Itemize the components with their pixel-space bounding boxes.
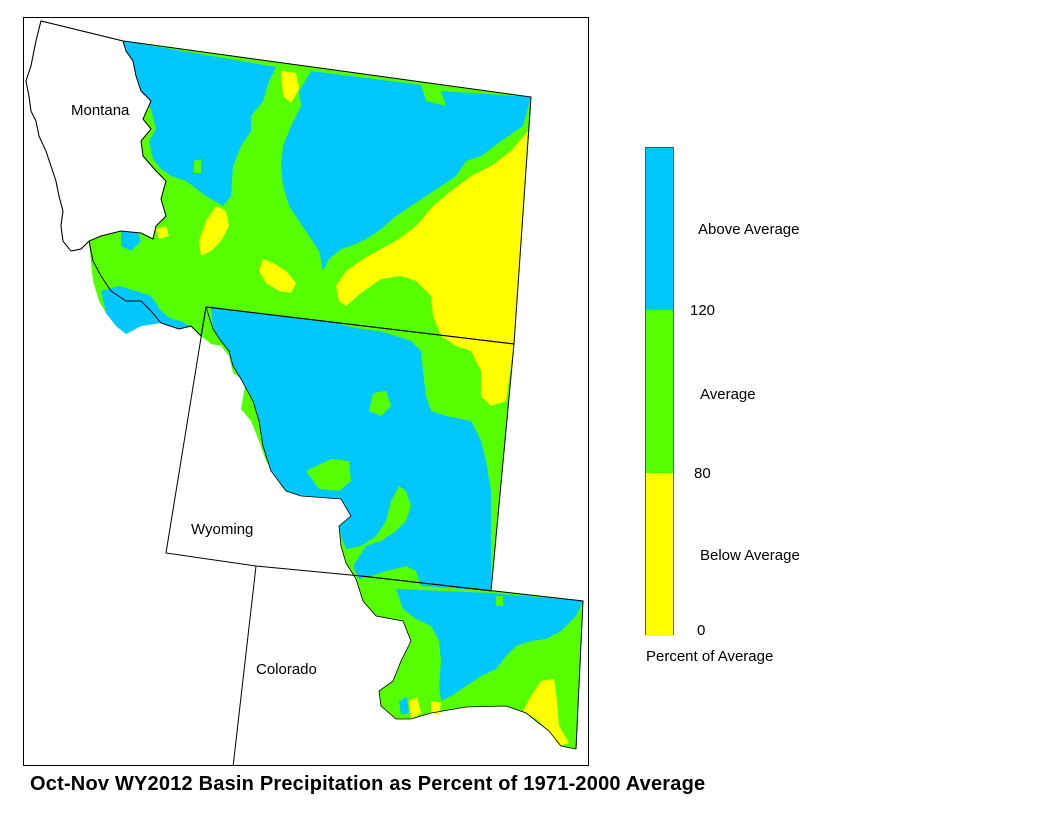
state-label-montana: Montana [71,102,130,119]
below-average-zone [281,71,299,103]
below-average-zone [156,226,169,239]
montana-west-border [25,20,167,252]
legend-swatch-below-average [646,473,673,636]
legend-label-average: Average [700,386,756,403]
legend-tick-0: 0 [697,622,706,639]
legend-swatch-above-average [646,148,673,310]
colorado-boundary [232,565,584,765]
map-title: Oct-Nov WY2012 Basin Precipitation as Pe… [30,773,706,795]
below-average-zone [409,697,421,719]
average-island [243,236,251,246]
below-average-zone [259,259,296,293]
below-average-zone [336,131,528,406]
above-average-zone [396,589,583,701]
map-frame: Montana Wyoming Colorado [23,17,589,766]
below-average-zone [523,679,569,746]
above-average-zone [281,71,531,271]
below-average-zone [199,206,229,256]
legend-tick-120: 120 [690,302,716,319]
legend-label-above-average: Above Average [698,221,800,238]
state-label-colorado: Colorado [256,661,317,678]
state-label-wyoming: Wyoming [191,521,254,538]
above-average-zone [101,286,191,334]
average-island [194,159,201,173]
average-island [306,459,351,491]
basin-boundary [205,306,577,750]
above-average-zone [123,41,276,206]
legend-tick-80: 80 [694,465,711,482]
precipitation-map [25,20,584,765]
above-average-island [399,697,409,715]
legend-title: Percent of Average [646,648,774,665]
average-island [496,596,503,606]
legend-color-bar [645,147,674,636]
above-average-zone [211,306,491,591]
legend-label-below-average: Below Average [700,547,800,564]
above-average-zone [121,229,141,251]
legend-swatch-average [646,310,673,473]
average-island [369,391,391,416]
